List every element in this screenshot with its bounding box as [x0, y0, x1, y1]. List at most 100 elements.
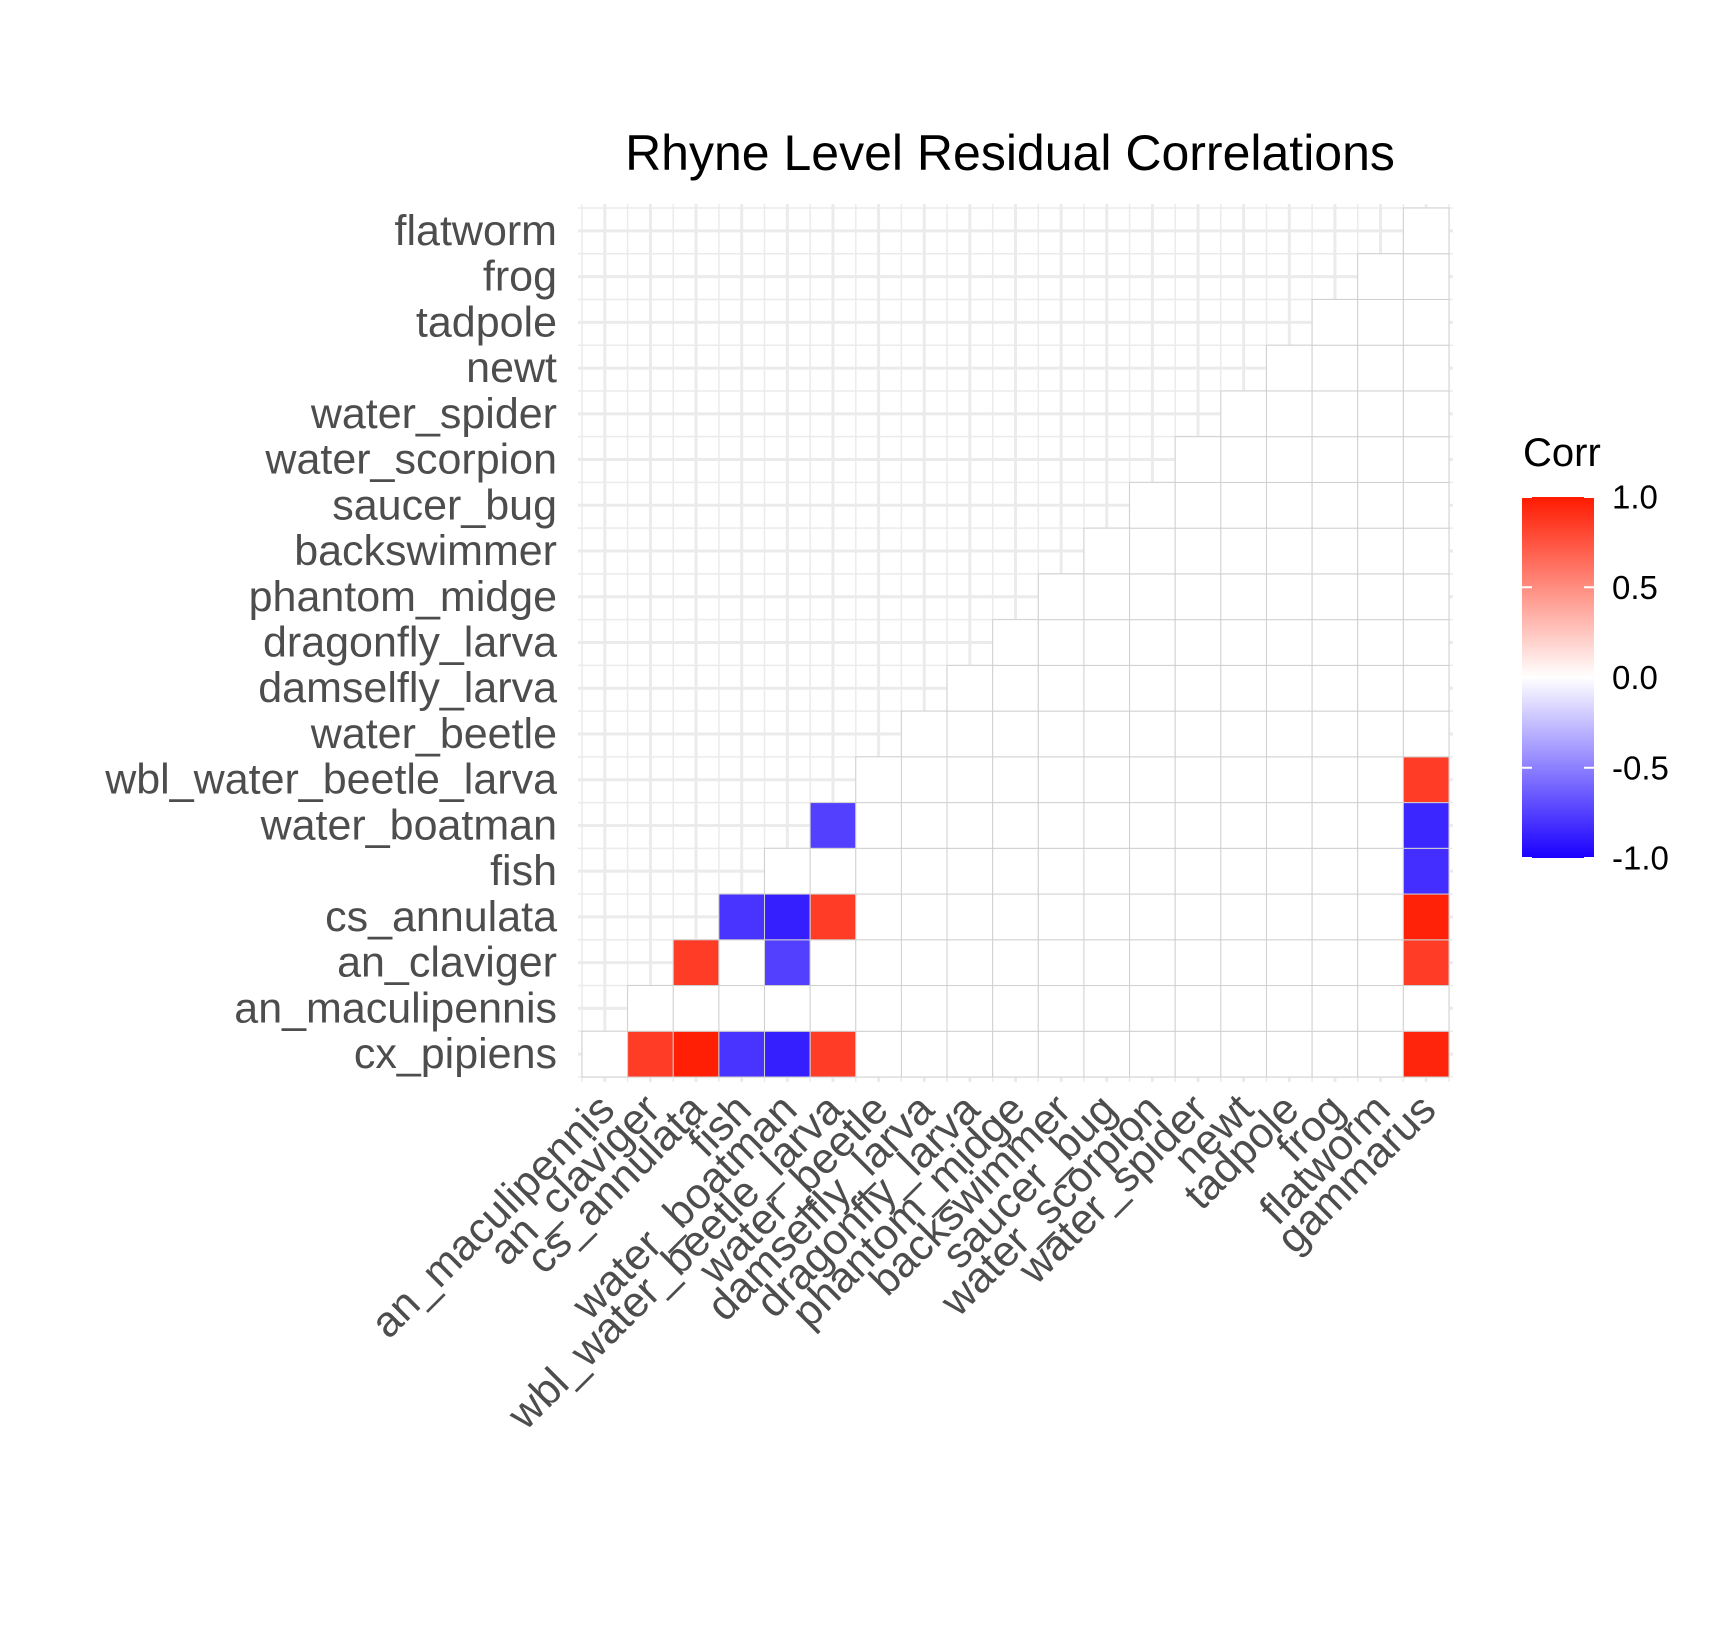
heatmap-cell: [1083, 893, 1131, 941]
heatmap-cell: [1311, 573, 1359, 621]
heatmap-cell: [1357, 527, 1404, 575]
heatmap-cell: [992, 1030, 1039, 1078]
heatmap-cell: [1220, 1030, 1267, 1078]
heatmap-cell: [1220, 573, 1267, 621]
y-tick-label: fish: [490, 847, 557, 895]
heatmap-cell: [1357, 436, 1404, 483]
heatmap-cell: [1083, 756, 1131, 804]
heatmap-cell: [1402, 207, 1450, 255]
heatmap-cell: [1311, 893, 1359, 941]
y-axis-labels: cx_pipiensan_maculipennisan_clavigercs_a…: [104, 207, 557, 1078]
heatmap-cell: [627, 985, 674, 1032]
heatmap-cell: [718, 893, 766, 941]
heatmap-cell: [1174, 1030, 1222, 1078]
heatmap-cell: [900, 985, 948, 1032]
heatmap-cell: [1265, 481, 1313, 529]
heatmap-cell: [1357, 756, 1404, 804]
heatmap-cell: [1037, 664, 1085, 712]
heatmap-cell: [1311, 710, 1359, 758]
heatmap-cell: [1357, 893, 1404, 941]
heatmap-cell: [1265, 710, 1313, 758]
heatmap-cell: [946, 756, 994, 804]
heatmap-cell: [1311, 756, 1359, 804]
heatmap-cell: [1220, 481, 1267, 529]
heatmap-cell: [718, 939, 766, 987]
heatmap-cell: [1174, 847, 1222, 895]
heatmap-cell: [946, 939, 994, 987]
heatmap-cell: [1220, 802, 1267, 849]
y-tick-label: phantom_midge: [249, 573, 557, 621]
heatmap-cell: [855, 939, 902, 987]
heatmap-cell: [1402, 756, 1450, 804]
heatmap-cell: [992, 664, 1039, 712]
heatmap-cell: [1174, 619, 1222, 666]
heatmap-cell: [900, 802, 948, 849]
heatmap-cell: [1174, 664, 1222, 712]
heatmap-cell: [1174, 802, 1222, 849]
y-tick-label: backswimmer: [294, 527, 557, 575]
heatmap-cell: [1311, 436, 1359, 483]
heatmap-cell: [992, 756, 1039, 804]
heatmap-cell: [809, 985, 857, 1032]
heatmap-cell: [1083, 619, 1131, 666]
color-legend: Corr 1.0 0.5 0.0 -0.5 -1.0: [1522, 431, 1669, 877]
heatmap-cell: [1083, 573, 1131, 621]
heatmap-cell: [1220, 756, 1267, 804]
y-tick-label: an_maculipennis: [234, 984, 557, 1032]
heatmap-cell: [1402, 527, 1450, 575]
heatmap-cell: [1311, 344, 1359, 392]
heatmap-cell: [809, 1030, 857, 1078]
heatmap-cell: [809, 847, 857, 895]
heatmap-cell: [900, 847, 948, 895]
heatmap-cell: [1357, 390, 1404, 438]
heatmap-cell: [1265, 1030, 1313, 1078]
x-axis-labels: an_maculipennisan_clavigercs_annulatafis…: [362, 1085, 1446, 1439]
chart-title: Rhyne Level Residual Correlations: [625, 125, 1395, 181]
legend-colorbar: [1522, 497, 1594, 858]
heatmap-cell: [1174, 985, 1222, 1032]
heatmap-cell: [855, 756, 902, 804]
legend-tick-label: 0.5: [1612, 569, 1658, 606]
heatmap-cell: [1357, 1030, 1404, 1078]
y-tick-label: cx_pipiens: [354, 1030, 557, 1078]
heatmap-cell: [1402, 481, 1450, 529]
heatmap-cell: [1265, 344, 1313, 392]
heatmap-cell: [1174, 436, 1222, 483]
heatmap-cell: [1357, 481, 1404, 529]
heatmap-cell: [1311, 619, 1359, 666]
heatmap-cell: [1265, 619, 1313, 666]
heatmap-cell: [764, 847, 811, 895]
heatmap-cell: [946, 1030, 994, 1078]
heatmap-cell: [1037, 802, 1085, 849]
y-tick-label: frog: [483, 253, 557, 301]
heatmap-cell: [1220, 527, 1267, 575]
heatmap-cell: [1265, 756, 1313, 804]
heatmap-cell: [855, 985, 902, 1032]
heatmap-cell: [1265, 985, 1313, 1032]
heatmap-cell: [1037, 756, 1085, 804]
heatmap-cell: [1129, 619, 1176, 666]
heatmap-cell: [1402, 1030, 1450, 1078]
heatmap-cell: [1129, 939, 1176, 987]
heatmap-cell: [946, 710, 994, 758]
heatmap-cell: [855, 1030, 902, 1078]
heatmap-cell: [1129, 527, 1176, 575]
heatmap-cell: [1357, 939, 1404, 987]
heatmap-cell: [1220, 664, 1267, 712]
heatmap-cell: [1402, 298, 1450, 346]
heatmap-cell: [1311, 802, 1359, 849]
y-tick-label: wbl_water_beetle_larva: [104, 756, 557, 804]
heatmap-cell: [1129, 847, 1176, 895]
heatmap-cell: [718, 985, 766, 1032]
y-tick-label: water_beetle: [310, 710, 557, 758]
heatmap-cell: [1174, 756, 1222, 804]
heatmap-cell: [1220, 436, 1267, 483]
heatmap-cell: [581, 1030, 629, 1078]
heatmap-cell: [1174, 710, 1222, 758]
heatmap-cell: [1220, 619, 1267, 666]
heatmap-cell: [1402, 344, 1450, 392]
legend-tick-label: 1.0: [1612, 479, 1658, 516]
heatmap-cell: [1265, 573, 1313, 621]
heatmap-cell: [992, 939, 1039, 987]
